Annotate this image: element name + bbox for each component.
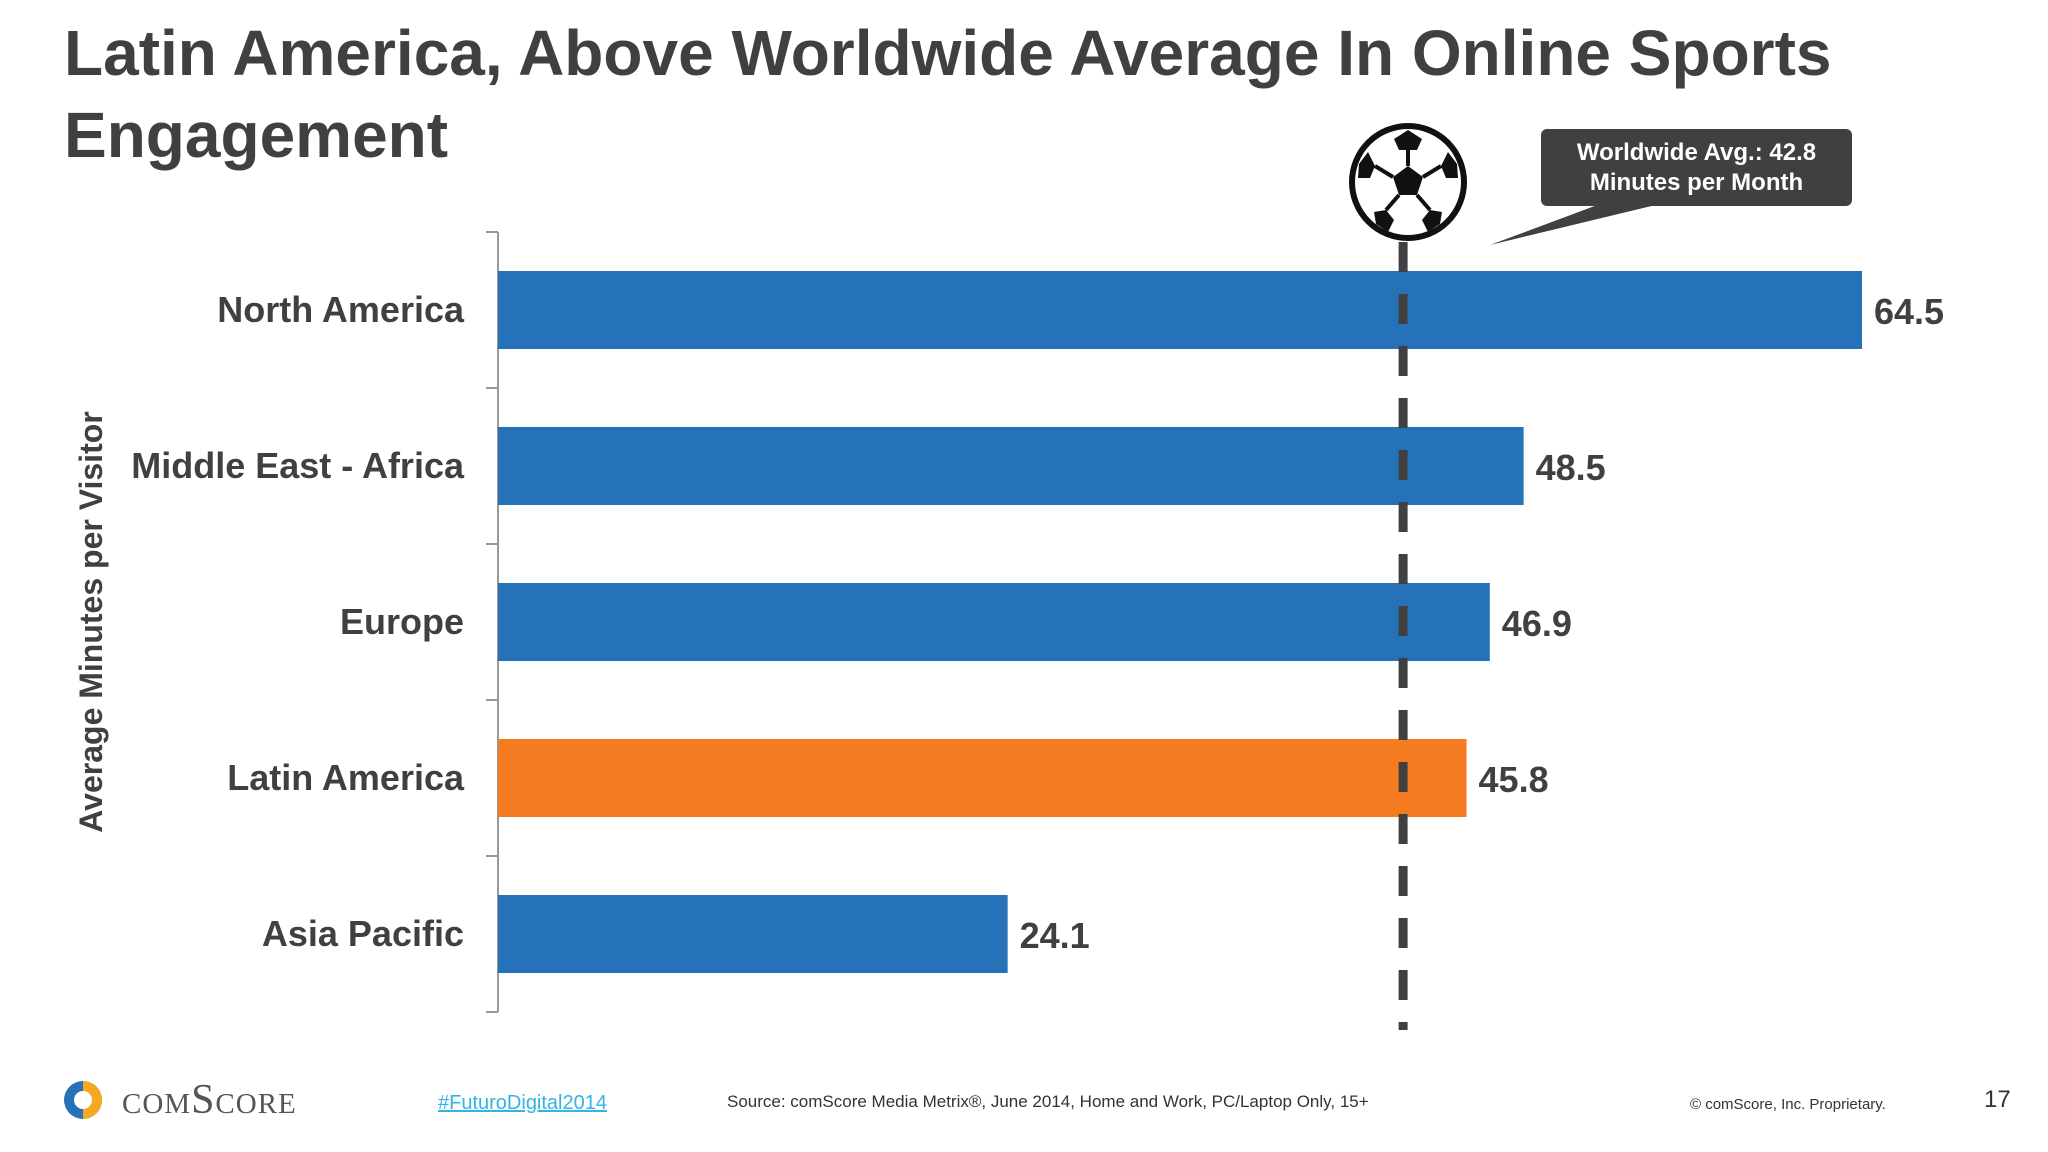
page-title: Latin America, Above Worldwide Average I… [64, 17, 1832, 171]
data-label: 46.9 [1502, 603, 1572, 644]
bar [498, 583, 1490, 661]
category-axis: Average Minutes per Visitor North America… [73, 231, 499, 1013]
y-axis-title: Average Minutes per Visitor [73, 411, 109, 832]
bar [498, 427, 1524, 505]
callout-line-1: Worldwide Avg.: 42.8 [1576, 138, 1817, 166]
bar-series: 64.5 48.5 46.9 45.8 24.1 [498, 271, 1944, 973]
hashtag-link[interactable]: #FuturoDigital2014 [438, 1092, 607, 1114]
data-label: 45.8 [1479, 759, 1549, 800]
comscore-logo: comScore [62, 1076, 297, 1124]
copyright-note: © comScore, Inc. Proprietary. [1690, 1096, 1886, 1113]
data-label: 48.5 [1536, 447, 1606, 488]
bar [498, 739, 1467, 817]
soccer-ball-icon [1349, 123, 1467, 241]
callout-pointer [1490, 204, 1660, 245]
category-label: Latin America [227, 757, 465, 798]
page-number: 17 [1984, 1086, 2011, 1113]
worldwide-average-callout: Worldwide Avg.: 42.8 Minutes per Month [1541, 129, 1852, 206]
logo-text: comScore [122, 1077, 297, 1123]
category-label: Europe [340, 601, 464, 642]
bar [498, 895, 1008, 973]
data-label: 24.1 [1020, 915, 1090, 956]
comscore-logo-icon [64, 1081, 102, 1119]
source-note: Source: comScore Media Metrix®, June 201… [727, 1092, 1369, 1111]
bar [498, 271, 1862, 349]
data-label: 64.5 [1874, 291, 1944, 332]
callout-line-2: Minutes per Month [1589, 168, 1804, 196]
category-label: Middle East - Africa [131, 445, 465, 486]
category-label: North America [217, 289, 465, 330]
category-label: Asia Pacific [262, 913, 464, 954]
